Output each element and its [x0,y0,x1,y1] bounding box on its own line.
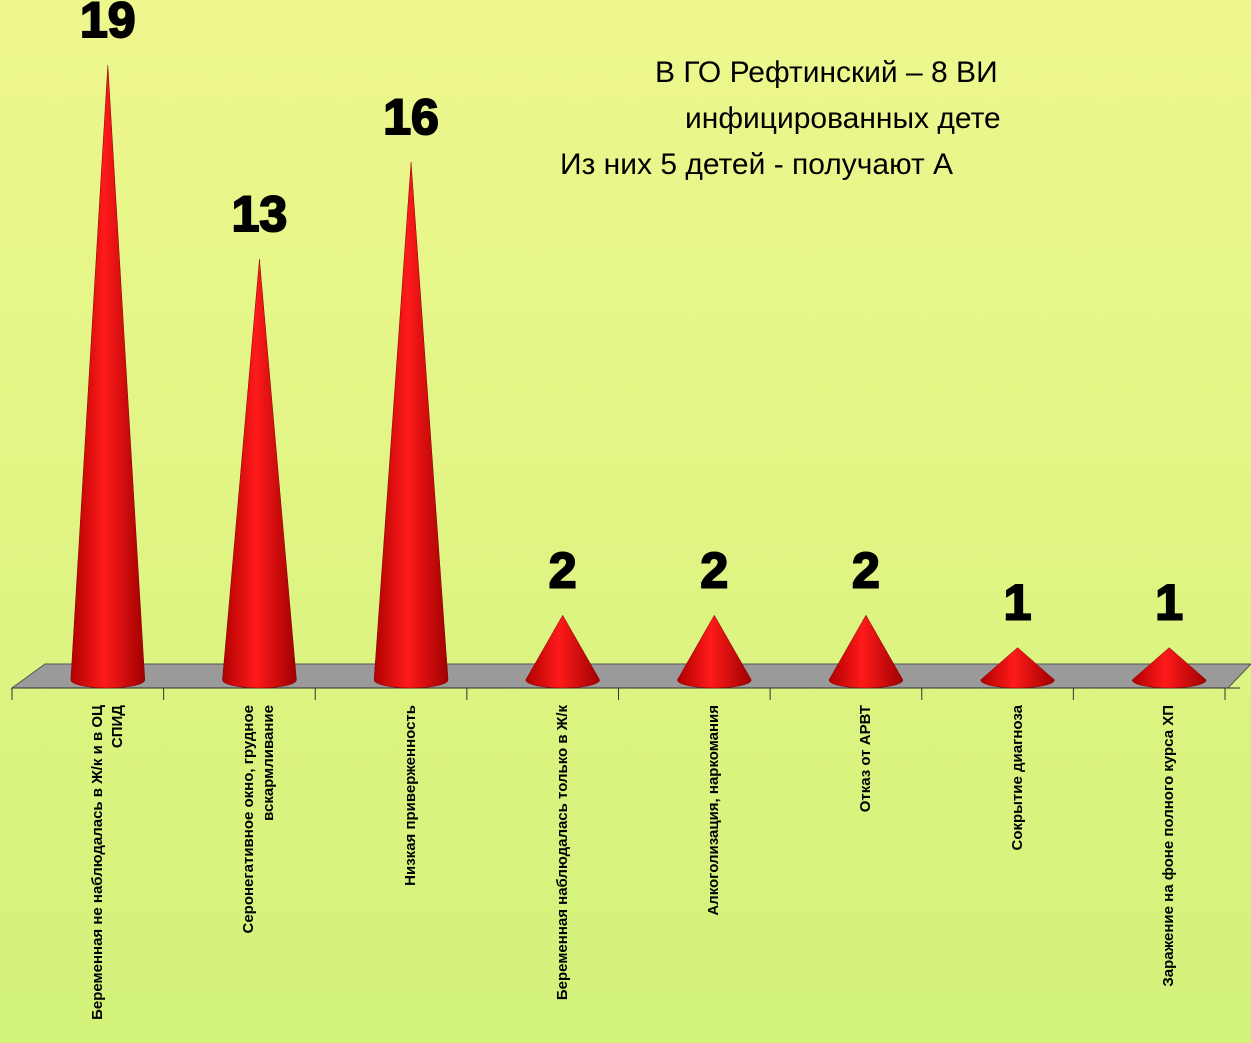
cone [222,259,297,689]
x-tick-label: Беременная наблюдалась только в Ж/к [553,705,571,1001]
annotation: В ГО Рефтинский – 8 ВИ инфицированных де… [520,50,1251,188]
value-label: 2 [549,542,577,598]
annotation-line: инфицированных дете [685,102,1001,135]
value-label: 1 [1155,575,1183,631]
cone [980,647,1055,689]
x-tick-label: Низкая приверженность [402,705,420,886]
cone [828,614,904,689]
cone [1131,647,1207,689]
floor [10,663,1251,689]
x-tick-label: Сокрытие диагноза [1008,705,1026,851]
value-label: 1 [1004,575,1032,631]
value-label: 16 [383,89,439,145]
x-tick-label: Отказ от АРВТ [856,705,874,813]
annotation-line: Из них 5 детей - получают А [560,148,954,181]
annotation-line: В ГО Рефтинский – 8 ВИ [655,56,998,89]
cone [677,614,752,689]
x-tick-label: Серонегативное окно, грудное вскармливан… [240,705,278,934]
x-tick-label: Беременная не наблюдалась в Ж/к и в ОЦ С… [88,705,126,1020]
value-label: 2 [700,542,728,598]
value-label: 2 [852,542,880,598]
cone [525,614,600,689]
value-label: 19 [80,0,136,48]
x-tick-label: Заражение на фоне полного курса ХП [1160,705,1178,987]
value-label: 13 [232,186,288,242]
cone [373,162,449,689]
cone [70,64,146,689]
x-tick-label: Алкоголизация, наркомания [705,705,723,916]
